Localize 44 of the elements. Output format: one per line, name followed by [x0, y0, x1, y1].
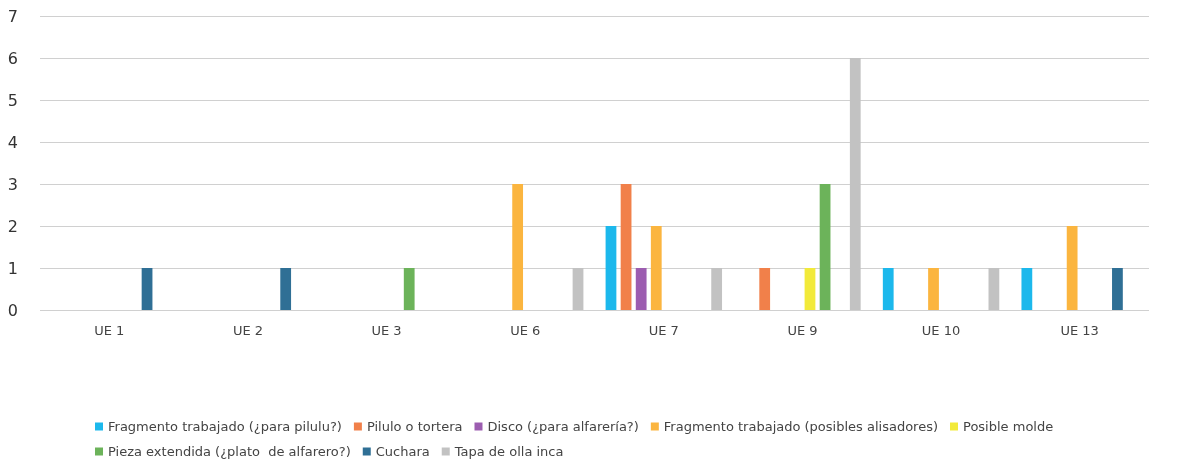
- x-tick-label: UE 7: [648, 323, 679, 338]
- legend-label: Disco (¿para alfarería?): [487, 419, 639, 434]
- legend-label: Fragmento trabajado (¿para pilulu?): [108, 419, 342, 434]
- y-tick-label: 3: [7, 174, 18, 194]
- bar: [635, 268, 647, 310]
- bar: [711, 268, 723, 310]
- x-tick-label: UE 2: [232, 323, 264, 338]
- bar: [572, 268, 584, 310]
- legend-label: Tapa de olla inca: [453, 444, 564, 459]
- bar: [1112, 268, 1123, 310]
- bar: [759, 268, 771, 310]
- x-tick-label: UE 13: [1060, 323, 1099, 338]
- bar: [804, 268, 816, 310]
- x-tick-label: UE 10: [921, 323, 961, 338]
- y-tick-label: 7: [7, 6, 18, 26]
- bar: [1066, 226, 1078, 310]
- y-tick-label: 6: [7, 48, 18, 68]
- bar: [141, 268, 153, 310]
- legend-label: Cuchara: [375, 444, 430, 459]
- bar: [605, 226, 617, 310]
- bar: [819, 184, 831, 310]
- legend-label: Posible molde: [963, 419, 1054, 434]
- x-tick-label: UE 1: [94, 323, 125, 338]
- y-tick-label: 5: [7, 90, 18, 110]
- legend-label: Fragmento trabajado (posibles alisadores): [663, 419, 939, 434]
- y-tick-label: 0: [7, 300, 18, 320]
- bar: [650, 226, 662, 310]
- bar: [1021, 268, 1033, 310]
- x-tick-label: UE 6: [510, 323, 541, 338]
- bar: [620, 184, 632, 310]
- bar: [403, 268, 415, 310]
- legend-label: Pieza extendida (¿plato de alfarero?): [108, 444, 351, 459]
- y-tick-label: 4: [7, 132, 18, 152]
- legend-label: Pilulo o tortera: [366, 419, 463, 434]
- x-tick-label: UE 9: [787, 323, 818, 338]
- bar: [988, 268, 1000, 310]
- bar: [928, 268, 939, 310]
- x-tick-label: UE 3: [371, 323, 402, 338]
- bar: [512, 184, 524, 310]
- y-tick-label: 2: [7, 216, 18, 236]
- y-tick-label: 1: [7, 258, 18, 278]
- bar: [882, 268, 894, 310]
- bar: [280, 268, 292, 310]
- bar: [849, 58, 861, 310]
